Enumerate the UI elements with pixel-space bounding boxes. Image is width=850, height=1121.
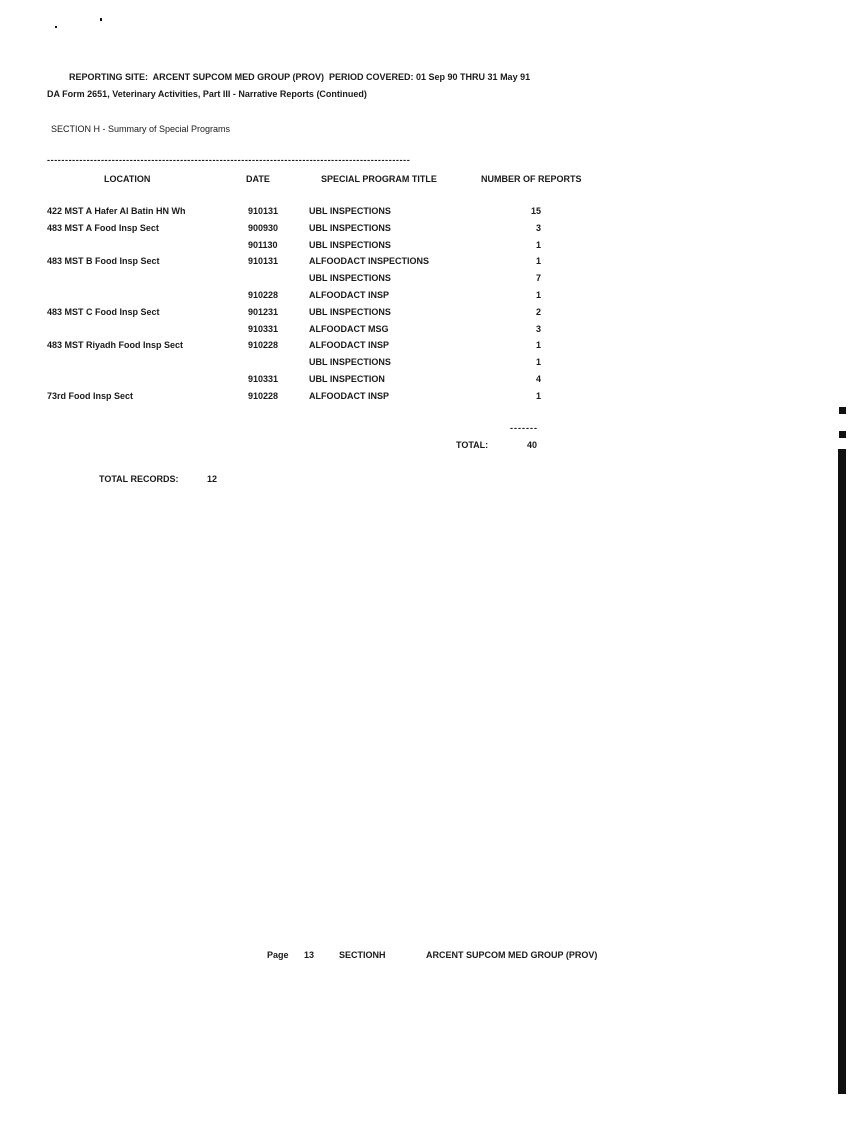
cell-date: 910131 [248,256,279,267]
cell-title: ALFOODACT INSP [309,290,389,300]
total-label: TOTAL: [456,440,489,450]
cell-date: 910228 [248,340,279,351]
cell-date: 910331 [248,323,279,334]
cell-count: 1 [535,239,541,250]
total-value: 40 [527,440,538,450]
column-header-location: LOCATION [104,174,151,184]
cell-location: 483 MST B Food Insp Sect [47,256,160,267]
cell-date: 910331 [248,374,279,384]
cell-count: 4 [535,374,541,384]
cell-title: UBL INSPECTIONS [309,273,391,284]
cell-title: UBL INSPECTIONS [309,239,391,250]
cell-count: 1 [535,340,541,351]
cell-date: 910131 [248,206,279,216]
cell-count: 7 [535,273,541,284]
footer-section-label: SECTION [339,950,380,960]
cell-count: 3 [535,222,541,233]
cell-date: 901231 [248,306,279,317]
cell-count: 3 [535,323,541,334]
cell-date: 900930 [248,222,279,233]
cell-count: 1 [535,390,541,401]
footer-page-number: 13 [304,950,315,960]
column-header-count: NUMBER OF REPORTS [481,174,582,184]
cell-title: UBL INSPECTIONS [309,306,391,317]
edge-mark [839,407,846,414]
cell-title: UBL INSPECTION [309,374,385,384]
total-records-value: 12 [207,474,218,484]
reporting-site-line: REPORTING SITE: ARCENT SUPCOM MED GROUP … [69,72,531,82]
cell-title: UBL INSPECTIONS [309,222,391,233]
cell-date: 910228 [248,290,279,300]
cell-location: 483 MST Riyadh Food Insp Sect [47,340,184,351]
edge-bar [838,449,846,1094]
table-separator: ----------------------------------------… [47,155,411,165]
section-title: SECTION H - Summary of Special Programs [51,124,231,134]
cell-count: 2 [535,306,541,317]
cell-date: 910228 [248,390,279,401]
scan-speck [55,26,57,28]
cell-count: 1 [535,290,541,300]
column-header-date: DATE [246,174,270,184]
footer-section-value: H [379,950,386,960]
cell-count: 1 [535,256,541,267]
cell-title: ALFOODACT INSP [309,390,389,401]
cell-title: ALFOODACT MSG [309,323,389,334]
cell-location: 483 MST C Food Insp Sect [47,306,160,317]
cell-title: ALFOODACT INSPECTIONS [309,256,430,267]
cell-title: ALFOODACT INSP [309,340,389,351]
footer-org: ARCENT SUPCOM MED GROUP (PROV) [426,950,598,960]
cell-count: 1 [535,357,541,368]
total-records-label: TOTAL RECORDS: [99,474,179,484]
form-line: DA Form 2651, Veterinary Activities, Par… [47,89,367,99]
scan-speck [100,18,102,21]
edge-mark [839,431,846,438]
cell-location: 73rd Food Insp Sect [47,390,134,401]
total-rule: ------- [510,423,538,433]
cell-location: 483 MST A Food Insp Sect [47,222,159,233]
cell-date: 901130 [248,239,278,250]
footer-page-label: Page [267,950,289,960]
cell-title: UBL INSPECTIONS [309,357,391,368]
cell-title: UBL INSPECTIONS [309,206,391,216]
cell-location: 422 MST A Hafer Al Batin HN Wh [47,206,186,216]
cell-count: 15 [530,206,541,216]
column-header-title: SPECIAL PROGRAM TITLE [321,174,437,184]
